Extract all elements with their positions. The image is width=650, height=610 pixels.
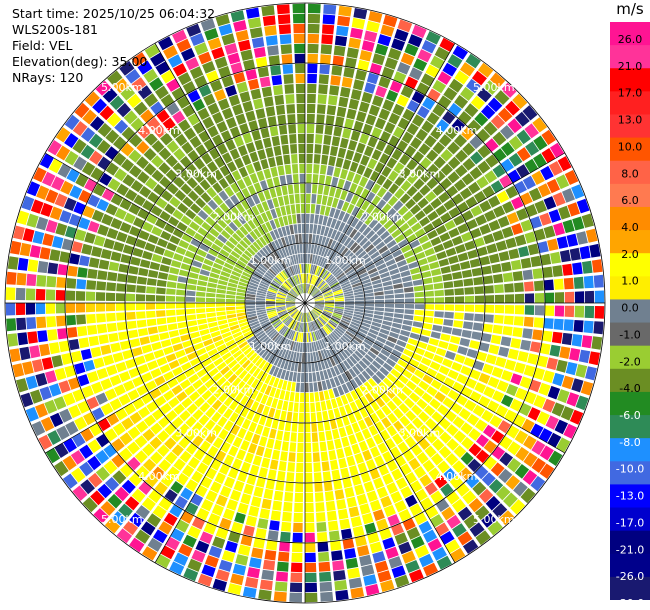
ring-label: 3.00km bbox=[399, 427, 441, 440]
colorbar-segment bbox=[610, 299, 650, 324]
colorbar-tick-label: 13.0 bbox=[618, 114, 643, 127]
colorbar-tick-label: 1.0 bbox=[621, 275, 639, 288]
colorbar-tick-label: -30.0 bbox=[616, 597, 644, 600]
colorbar-segment bbox=[610, 253, 650, 277]
colorbar-segment bbox=[610, 114, 650, 139]
azimuth-spoke bbox=[154, 302, 306, 563]
ring-label: 1.00km bbox=[324, 340, 366, 353]
colorbar-segment bbox=[610, 415, 650, 439]
field-label: Field: VEL bbox=[12, 38, 73, 53]
colorbar-unit: m/s bbox=[616, 0, 644, 18]
colorbar-tick-label: -6.0 bbox=[619, 409, 640, 422]
ring-label: 4.00km bbox=[138, 124, 180, 137]
azimuth-spoke bbox=[304, 302, 565, 454]
ppi-gates bbox=[5, 3, 605, 603]
ring-label: 2.00km bbox=[213, 383, 255, 396]
colorbar-segment bbox=[610, 183, 650, 208]
colorbar-tick-label: 21.0 bbox=[618, 60, 643, 73]
colorbar-segment bbox=[610, 553, 650, 578]
colorbar-tick-label: -1.0 bbox=[619, 328, 640, 341]
colorbar-tick-label: -13.0 bbox=[616, 490, 644, 503]
colorbar-segment bbox=[610, 576, 650, 600]
start-time-label: Start time: 2025/10/25 06:04:32 bbox=[12, 6, 216, 21]
ring-label: 5.00km bbox=[473, 513, 515, 526]
colorbar-segment bbox=[610, 530, 650, 555]
colorbar-segment bbox=[610, 22, 650, 46]
colorbar-tick-label: -4.0 bbox=[619, 382, 640, 395]
colorbar-tick-label: 2.0 bbox=[621, 248, 639, 261]
nrays-label: NRays: 120 bbox=[12, 70, 84, 85]
colorbar-segment bbox=[610, 206, 650, 231]
colorbar-segment bbox=[610, 461, 650, 485]
azimuth-spoke bbox=[304, 43, 456, 304]
ring-label: 3.00km bbox=[175, 427, 217, 440]
ring-label: 2.00km bbox=[361, 383, 403, 396]
colorbar-tick-label: -21.0 bbox=[616, 543, 644, 556]
ring-label: 3.00km bbox=[175, 167, 217, 180]
ring-label: 2.00km bbox=[361, 211, 403, 224]
colorbar-segment bbox=[610, 160, 650, 185]
ring-label: 5.00km bbox=[101, 81, 143, 94]
ring-label: 4.00km bbox=[138, 470, 180, 483]
colorbar-tick-label: -17.0 bbox=[616, 516, 644, 529]
ring-label: 4.00km bbox=[436, 470, 478, 483]
colorbar: 26.0 21.0 17.0 13.0 10.0 8.0 6.0 4.0 2.0 1.0 0.0 -1… bbox=[610, 22, 650, 600]
azimuth-spoke bbox=[304, 152, 565, 304]
colorbar-tick-label: -2.0 bbox=[619, 355, 640, 368]
colorbar-segment bbox=[610, 230, 650, 254]
colorbar-segment bbox=[610, 484, 650, 509]
colorbar-segment bbox=[610, 368, 650, 393]
ring-label: 1.00km bbox=[324, 254, 366, 267]
colorbar-segment bbox=[610, 91, 650, 115]
ring-label: 1.00km bbox=[250, 340, 292, 353]
colorbar-segment bbox=[610, 438, 650, 462]
ring-label: 5.00km bbox=[101, 513, 143, 526]
ring-label: 4.00km bbox=[436, 124, 478, 137]
elevation-label: Elevation(deg): 35.00 bbox=[12, 54, 148, 69]
ring-label: 2.00km bbox=[213, 211, 255, 224]
colorbar-segment bbox=[610, 391, 650, 416]
colorbar-tick-label: 8.0 bbox=[621, 167, 639, 180]
colorbar-segment bbox=[610, 345, 650, 370]
colorbar-tick-label: -10.0 bbox=[616, 463, 644, 476]
ring-label: 5.00km bbox=[473, 81, 515, 94]
azimuth-spoke bbox=[45, 152, 306, 304]
ring-label: 1.00km bbox=[250, 254, 292, 267]
azimuth-spoke bbox=[45, 302, 306, 454]
azimuth-spoke bbox=[304, 302, 456, 563]
colorbar-tick-label: 0.0 bbox=[621, 302, 639, 315]
colorbar-segment bbox=[610, 137, 650, 162]
azimuth-spoke bbox=[154, 43, 306, 304]
colorbar-tick-label: 17.0 bbox=[618, 87, 643, 100]
colorbar-tick-label: -26.0 bbox=[616, 570, 644, 583]
colorbar-tick-label: 6.0 bbox=[621, 194, 639, 207]
colorbar-tick-label: 4.0 bbox=[621, 221, 639, 234]
colorbar-segment bbox=[610, 45, 650, 69]
station-label: WLS200s-181 bbox=[12, 22, 98, 37]
ring-label: 3.00km bbox=[399, 167, 441, 180]
colorbar-segment bbox=[610, 68, 650, 92]
colorbar-segment bbox=[610, 276, 650, 300]
colorbar-segment bbox=[610, 322, 650, 347]
colorbar-segment bbox=[610, 507, 650, 532]
colorbar-tick-label: -8.0 bbox=[619, 436, 640, 449]
colorbar-tick-label: 10.0 bbox=[618, 140, 643, 153]
colorbar-tick-label: 26.0 bbox=[618, 33, 643, 46]
